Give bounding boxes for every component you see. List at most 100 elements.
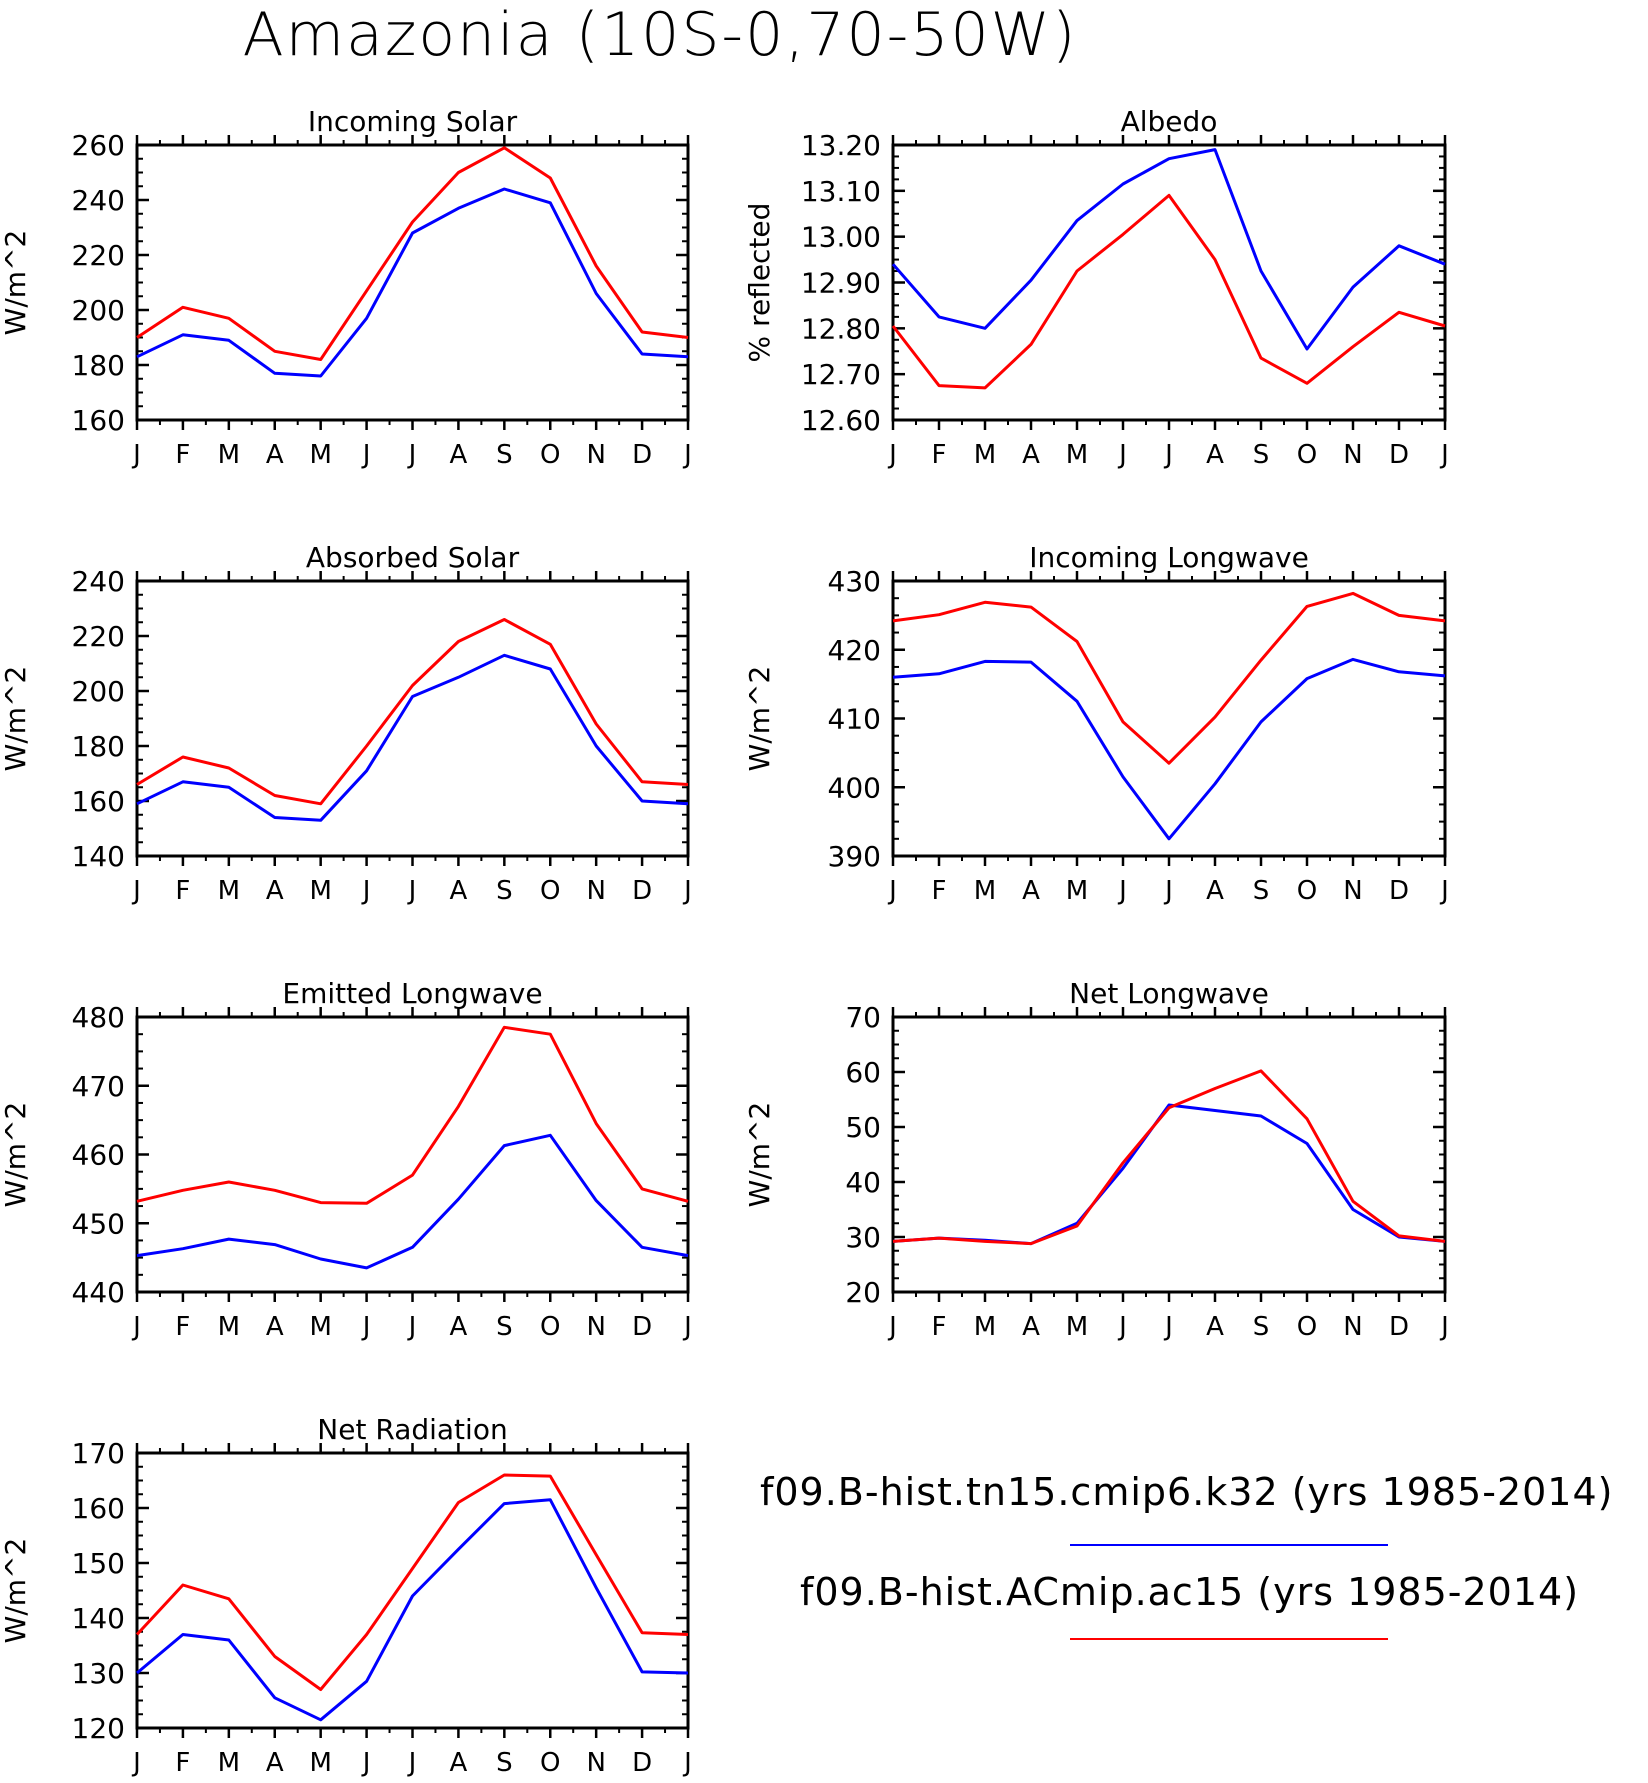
y-tick-label: 430	[828, 565, 881, 598]
series-line-red	[892, 591, 1446, 765]
y-tick-label: 390	[828, 840, 881, 873]
series-line-blue	[891, 148, 1446, 351]
x-tick-label: M	[309, 1748, 331, 1778]
x-tick-label: M	[309, 440, 331, 470]
y-axis-label: W/m^2	[0, 1538, 32, 1644]
y-tick-label: 13.10	[801, 175, 881, 208]
y-tick-label: 240	[72, 184, 125, 217]
x-tick-label: O	[1297, 876, 1317, 906]
x-tick-label: J	[361, 1312, 371, 1342]
series-line-red	[135, 1473, 689, 1691]
x-tick-label: J	[1439, 1312, 1449, 1342]
plot-frame	[135, 1451, 690, 1730]
series-line-red	[136, 618, 689, 806]
plot-frame	[135, 1015, 690, 1294]
y-tick-label: 160	[72, 404, 125, 437]
x-tick-label: A	[1022, 876, 1040, 906]
x-tick-label: J	[1163, 440, 1173, 470]
x-tick-label: D	[1389, 876, 1409, 906]
y-tick-label: 12.80	[801, 312, 881, 345]
series-line-red	[136, 146, 689, 361]
x-tick-label: J	[887, 440, 897, 470]
y-tick-label: 220	[72, 239, 125, 272]
y-tick-label: 420	[828, 634, 881, 667]
x-tick-label: A	[266, 1748, 284, 1778]
y-tick-label: 160	[72, 1492, 125, 1525]
x-tick-label: J	[1439, 440, 1449, 470]
x-tick-label: J	[361, 440, 371, 470]
y-tick-label: 12.70	[801, 358, 881, 391]
x-tick-label: A	[1206, 440, 1224, 470]
x-tick-label: M	[309, 1312, 331, 1342]
y-tick-label: 150	[72, 1547, 125, 1580]
y-tick-label: 200	[72, 294, 125, 327]
x-tick-label: A	[266, 1312, 284, 1342]
y-tick-label: 440	[72, 1276, 125, 1309]
plot-frame	[135, 579, 690, 858]
y-tick-label: 170	[72, 1437, 125, 1470]
chart-main-title: Amazonia (10S-0,70-50W)	[242, 0, 1078, 70]
x-tick-label: J	[682, 876, 692, 906]
y-tick-label: 50	[845, 1111, 881, 1144]
y-axis-label: W/m^2	[0, 230, 32, 336]
x-tick-label: J	[1117, 1312, 1127, 1342]
x-tick-label: A	[1022, 440, 1040, 470]
x-tick-label: O	[540, 876, 560, 906]
x-tick-label: A	[1022, 1312, 1040, 1342]
x-tick-label: M	[1066, 876, 1088, 906]
x-tick-label: J	[682, 440, 692, 470]
x-tick-label: S	[1253, 876, 1270, 906]
x-tick-label: A	[450, 1748, 468, 1778]
x-tick-label: M	[974, 876, 996, 906]
legend-label-blue: f09.B-hist.tn15.cmip6.k32 (yrs 1985-2014…	[760, 1470, 1614, 1514]
x-tick-label: N	[1343, 440, 1362, 470]
x-tick-label: S	[496, 1748, 513, 1778]
x-tick-label: A	[266, 876, 284, 906]
x-tick-label: J	[407, 440, 417, 470]
x-tick-label: D	[632, 440, 652, 470]
x-tick-label: J	[407, 1312, 417, 1342]
y-tick-label: 180	[72, 349, 125, 382]
y-axis-label: W/m^2	[0, 1102, 32, 1208]
x-tick-label: M	[218, 1312, 240, 1342]
x-tick-label: A	[266, 440, 284, 470]
series-line-blue	[136, 1133, 689, 1270]
y-tick-label: 120	[72, 1712, 125, 1745]
y-axis-label: W/m^2	[743, 666, 776, 772]
y-tick-label: 12.60	[801, 404, 881, 437]
x-tick-label: F	[175, 1312, 190, 1342]
x-tick-label: N	[1343, 1312, 1362, 1342]
series-line-red	[136, 1025, 689, 1205]
x-tick-label: D	[632, 1748, 652, 1778]
y-tick-label: 20	[845, 1276, 881, 1309]
x-tick-label: F	[175, 1748, 190, 1778]
y-tick-label: 240	[72, 565, 125, 598]
x-tick-label: S	[1253, 440, 1270, 470]
x-tick-label: J	[131, 1748, 141, 1778]
x-tick-label: N	[586, 440, 605, 470]
y-tick-label: 410	[828, 703, 881, 736]
x-tick-label: S	[496, 440, 513, 470]
x-tick-label: O	[1297, 440, 1317, 470]
panel-title: Incoming Solar	[308, 105, 518, 138]
plot-frame	[891, 1015, 1447, 1294]
x-tick-label: J	[1163, 1312, 1173, 1342]
x-tick-label: J	[361, 1748, 371, 1778]
x-tick-label: N	[586, 876, 605, 906]
y-tick-label: 470	[72, 1070, 125, 1103]
x-tick-label: F	[175, 876, 190, 906]
x-tick-label: J	[131, 876, 141, 906]
x-tick-label: J	[1117, 876, 1127, 906]
panel-title: Albedo	[1121, 105, 1218, 138]
series-line-red	[891, 193, 1446, 390]
x-tick-label: F	[175, 440, 190, 470]
x-tick-label: J	[407, 876, 417, 906]
x-tick-label: D	[632, 1312, 652, 1342]
x-tick-label: S	[1253, 1312, 1270, 1342]
y-axis-label: W/m^2	[0, 666, 32, 772]
x-tick-label: J	[887, 876, 897, 906]
